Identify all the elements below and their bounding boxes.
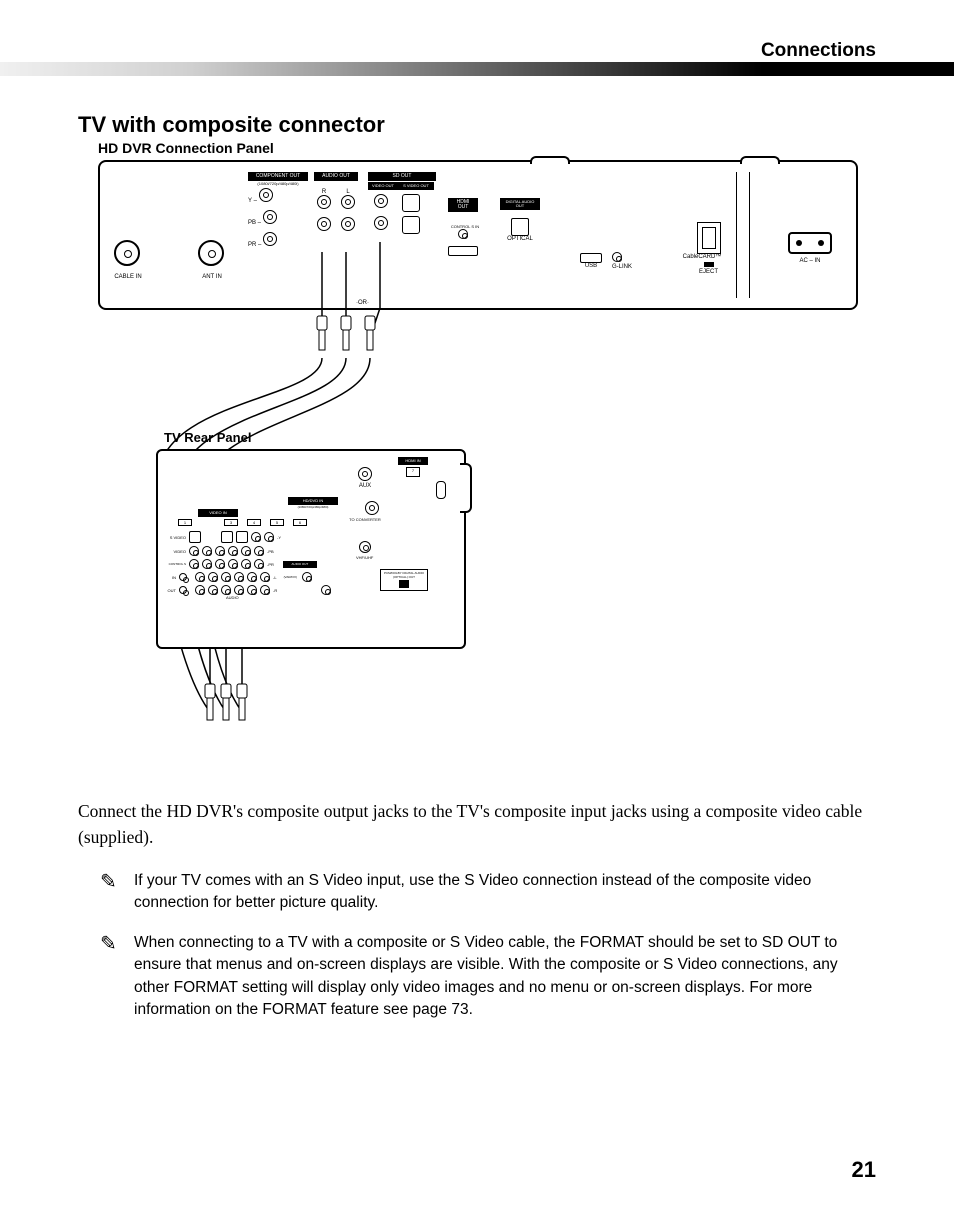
note-icon: ✎	[100, 932, 124, 1022]
glink-label: G-LINK	[612, 264, 632, 270]
body-paragraph: Connect the HD DVR's composite output ja…	[78, 798, 876, 851]
eject-label: EJECT	[690, 269, 727, 275]
note-2-text: When connecting to a TV with a composite…	[134, 932, 876, 1022]
conv-label: TO CONVERTER	[345, 517, 385, 522]
hddvd-sub: (1080i/720p/480p/480i)	[288, 505, 338, 509]
controls-in-label: CONTROL S IN	[448, 224, 482, 229]
vhf-label: VHF/UHF	[356, 555, 373, 560]
eject-btn	[704, 262, 714, 267]
hdmi-port	[448, 246, 478, 256]
video-row-label: VIDEO	[166, 549, 186, 554]
section-title: TV with composite connector	[78, 112, 385, 138]
dvr-panel: CABLE IN ANT IN COMPONENT OUT (1080i/720…	[98, 160, 858, 310]
audio-r2-port	[317, 217, 331, 231]
note-2: ✎ When connecting to a TV with a composi…	[100, 932, 876, 1022]
ac-in-label: AC – IN	[788, 258, 832, 264]
pr-label: PR	[248, 242, 256, 248]
glink-port	[612, 252, 622, 262]
video-out-label: VIDEO OUT	[368, 182, 398, 190]
header-section-title: Connections	[761, 40, 876, 62]
dvr-panel-label: HD DVR Connection Panel	[98, 140, 858, 156]
conv-port	[365, 501, 379, 515]
aux-label: AUX	[358, 483, 372, 489]
usb-label: USB	[580, 263, 602, 269]
note-1: ✎ If your TV comes with an S Video input…	[100, 870, 876, 915]
cable-entry	[436, 481, 446, 499]
audio-r-port	[317, 195, 331, 209]
hdmi-in-label: HDMI IN	[398, 457, 428, 465]
or-label: ·OR·	[356, 300, 369, 306]
y-port	[259, 188, 273, 202]
note-icon: ✎	[100, 870, 124, 915]
header-bar	[0, 62, 954, 76]
dig-audio-label: DIGITAL AUDIO OUT	[500, 198, 540, 210]
controls-port	[458, 229, 468, 239]
ac-in-port	[788, 232, 832, 254]
col1: 1	[178, 519, 192, 526]
aux-port	[358, 467, 372, 481]
varfix: (VAR/FIX)	[284, 575, 297, 579]
tv-audio-out: AUDIO OUT	[283, 561, 317, 568]
out-label: OUT	[166, 588, 176, 593]
audio-out-label: AUDIO OUT	[314, 172, 358, 181]
connection-diagram: HD DVR Connection Panel CABLE IN ANT IN …	[98, 140, 858, 760]
tv-optical: PCM/DOLBY DIGITAL AUDIO (OPTICAL) OUT	[380, 569, 428, 591]
component-out-sublabel: (1080i/720p/480p/480i)	[248, 181, 308, 186]
pr-port	[263, 232, 277, 246]
pb-port	[263, 210, 277, 224]
tv-panel-label: TV Rear Panel	[164, 430, 466, 445]
page-number: 21	[852, 1157, 876, 1183]
svideo-out2-port	[402, 216, 420, 234]
controls-row-label: CONTROL S	[166, 562, 186, 566]
optical-label: OPTICAL	[500, 236, 540, 242]
hddvd-label: HD/DVD IN	[288, 497, 338, 505]
video-out2-port	[374, 216, 388, 230]
svideo-out-label: S VIDEO OUT	[398, 182, 434, 190]
ant-in-port	[198, 240, 224, 266]
pb-label: PB	[248, 220, 256, 226]
audio-label: AUDIO	[226, 595, 331, 600]
hdmi-7: 7	[406, 467, 420, 477]
sd-out-label: SD OUT	[368, 172, 436, 181]
ant-in-label: ANT IN	[192, 274, 232, 280]
audio-l-port	[341, 195, 355, 209]
tv-panel: HDMI IN 7 AUX HD/DVD IN (1080i/720p/480p…	[156, 449, 466, 649]
usb-port	[580, 253, 602, 263]
y-label: Y	[248, 198, 252, 204]
col4: 4	[247, 519, 261, 526]
cablecard-label: CableCARD™	[677, 254, 727, 260]
cable-in-label: CABLE IN	[108, 274, 148, 280]
audio-l2-port	[341, 217, 355, 231]
svideo-out-port	[402, 194, 420, 212]
col5: 5	[270, 519, 284, 526]
vhf-port	[359, 541, 371, 553]
video-in-label: VIDEO IN	[198, 509, 238, 517]
component-out-label: COMPONENT OUT	[248, 172, 308, 181]
cablecard-slot	[697, 222, 721, 254]
col3: 3	[224, 519, 238, 526]
cable-in-port	[114, 240, 140, 266]
video-out-port	[374, 194, 388, 208]
col6: 6	[293, 519, 307, 526]
note-1-text: If your TV comes with an S Video input, …	[134, 870, 876, 915]
optical-port	[511, 218, 529, 236]
tv-section: TV Rear Panel HDMI IN 7 AUX HD/DVD IN (1…	[156, 430, 466, 649]
hdmi-out-label: HDMI OUT	[448, 198, 478, 212]
in-label: IN	[166, 575, 176, 580]
svideo-row-label: S VIDEO	[166, 535, 186, 540]
